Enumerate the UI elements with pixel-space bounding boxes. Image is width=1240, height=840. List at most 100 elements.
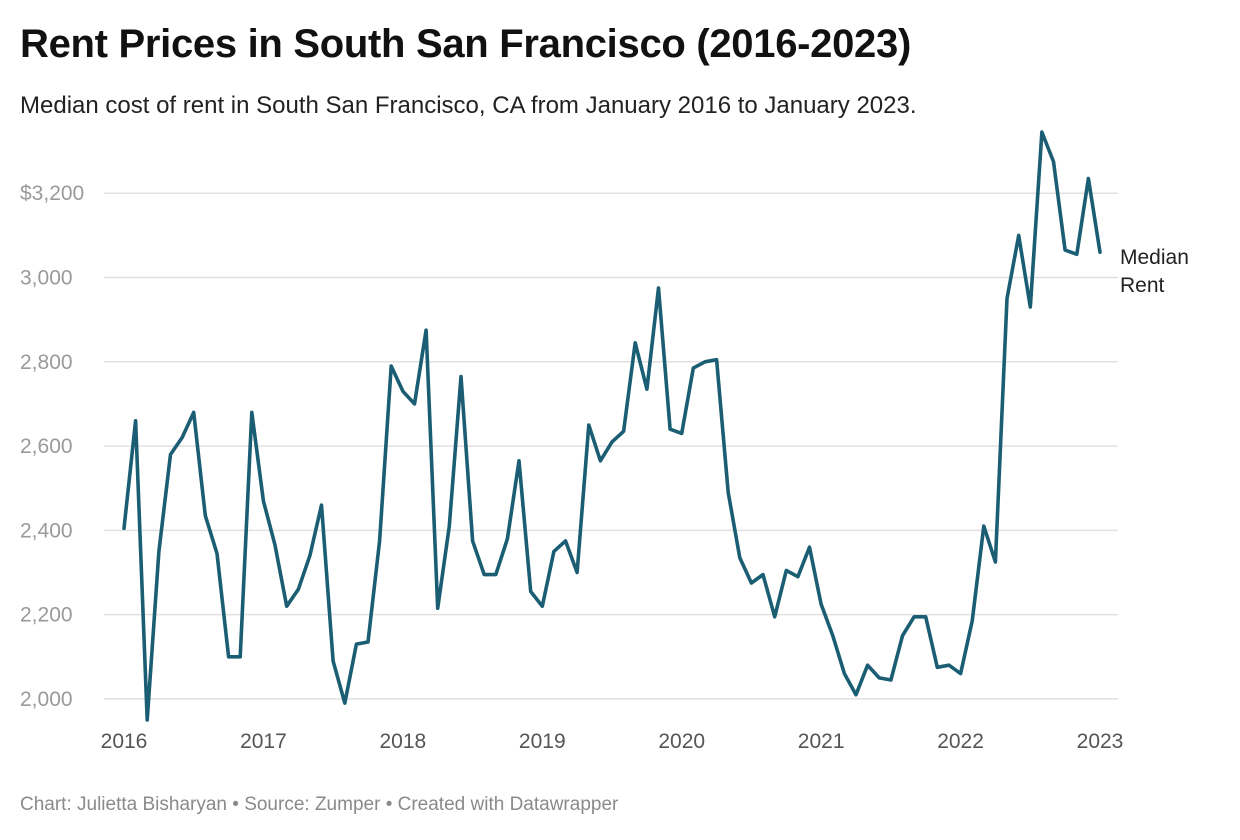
- data-point: [715, 358, 719, 362]
- data-point: [378, 539, 382, 543]
- data-point: [866, 663, 870, 667]
- data-point: [343, 701, 347, 705]
- data-point: [1028, 305, 1032, 309]
- data-point: [784, 568, 788, 572]
- chart-title: Rent Prices in South San Francisco (2016…: [20, 22, 911, 66]
- data-point: [482, 573, 486, 577]
- data-point: [494, 573, 498, 577]
- data-point: [598, 459, 602, 463]
- data-point: [215, 552, 219, 556]
- data-point: [1063, 248, 1067, 252]
- data-point: [134, 419, 138, 423]
- y-tick-label: 3,000: [20, 267, 73, 290]
- x-tick-label: 2020: [658, 730, 705, 753]
- data-point: [1005, 297, 1009, 301]
- data-point: [831, 634, 835, 638]
- data-point: [657, 286, 661, 290]
- data-point: [238, 655, 242, 659]
- data-point: [587, 423, 591, 427]
- data-point: [796, 575, 800, 579]
- data-point: [993, 560, 997, 564]
- data-point: [680, 431, 684, 435]
- data-point: [854, 693, 858, 697]
- data-point: [273, 543, 277, 547]
- y-tick-label: 2,000: [20, 688, 73, 711]
- series-line-median-rent: [122, 130, 1102, 722]
- gridlines: [104, 192, 1118, 700]
- data-point: [192, 410, 196, 414]
- data-point: [668, 427, 672, 431]
- x-tick-label: 2016: [101, 730, 148, 753]
- x-tick-label: 2021: [798, 730, 845, 753]
- data-point: [203, 514, 207, 518]
- y-tick-label: 2,600: [20, 435, 73, 458]
- data-point: [935, 665, 939, 669]
- data-point: [691, 366, 695, 370]
- data-point: [413, 402, 417, 406]
- data-point: [180, 436, 184, 440]
- data-point: [145, 718, 149, 722]
- data-point: [564, 539, 568, 543]
- data-point: [924, 615, 928, 619]
- data-point: [505, 537, 509, 541]
- data-point: [970, 619, 974, 623]
- data-point: [471, 539, 475, 543]
- data-point: [169, 453, 173, 457]
- data-point: [447, 524, 451, 528]
- data-point: [749, 581, 753, 585]
- y-tick-label: 2,800: [20, 351, 73, 374]
- data-point: [889, 678, 893, 682]
- data-point: [424, 328, 428, 332]
- data-point: [703, 360, 707, 364]
- data-point: [726, 490, 730, 494]
- y-tick-label: 2,200: [20, 604, 73, 627]
- data-point: [947, 663, 951, 667]
- data-point: [261, 499, 265, 503]
- chart-area: 2,000 2,200 2,400 2,600 2,800 3,000 $3,200 201…: [0, 130, 1240, 770]
- data-point: [1075, 252, 1079, 256]
- data-point: [610, 440, 614, 444]
- data-point: [308, 554, 312, 558]
- y-axis-ticks: 2,000 2,200 2,400 2,600 2,800 3,000 $3,200: [20, 182, 84, 711]
- data-point: [366, 640, 370, 644]
- data-point: [122, 526, 126, 530]
- data-point: [227, 655, 231, 659]
- data-point: [1098, 250, 1102, 254]
- x-tick-label: 2018: [379, 730, 426, 753]
- data-point: [459, 375, 463, 379]
- x-axis-ticks: 2016 2017 2018 2019 2020 2021 2022 2023: [101, 730, 1124, 753]
- data-point: [622, 429, 626, 433]
- data-point: [959, 672, 963, 676]
- data-point: [738, 556, 742, 560]
- data-point: [354, 642, 358, 646]
- x-tick-label: 2017: [240, 730, 287, 753]
- x-tick-label: 2023: [1077, 730, 1124, 753]
- x-tick-label: 2019: [519, 730, 566, 753]
- data-point: [250, 410, 254, 414]
- data-point: [982, 524, 986, 528]
- series-label-line: Median: [1120, 246, 1189, 269]
- chart-subtitle: Median cost of rent in South San Francis…: [20, 92, 917, 119]
- data-point: [633, 341, 637, 345]
- data-point: [912, 615, 916, 619]
- data-point: [819, 602, 823, 606]
- data-point: [296, 587, 300, 591]
- data-point: [436, 606, 440, 610]
- data-point: [389, 364, 393, 368]
- data-point: [901, 634, 905, 638]
- series-label-line: Rent: [1120, 274, 1165, 297]
- data-point: [1086, 177, 1090, 181]
- chart-credit: Chart: Julietta Bisharyan • Source: Zump…: [20, 794, 619, 815]
- data-point: [517, 459, 521, 463]
- data-point: [1052, 160, 1056, 164]
- line-chart: 2,000 2,200 2,400 2,600 2,800 3,000 $3,200 201…: [20, 130, 1189, 753]
- data-point: [157, 549, 161, 553]
- data-point: [1040, 130, 1044, 134]
- y-tick-label: $3,200: [20, 182, 84, 205]
- data-point: [575, 571, 579, 575]
- series-label-median-rent: Median Rent: [1120, 246, 1189, 297]
- data-point: [645, 387, 649, 391]
- data-point: [761, 573, 765, 577]
- data-point: [842, 672, 846, 676]
- data-point: [1017, 233, 1021, 237]
